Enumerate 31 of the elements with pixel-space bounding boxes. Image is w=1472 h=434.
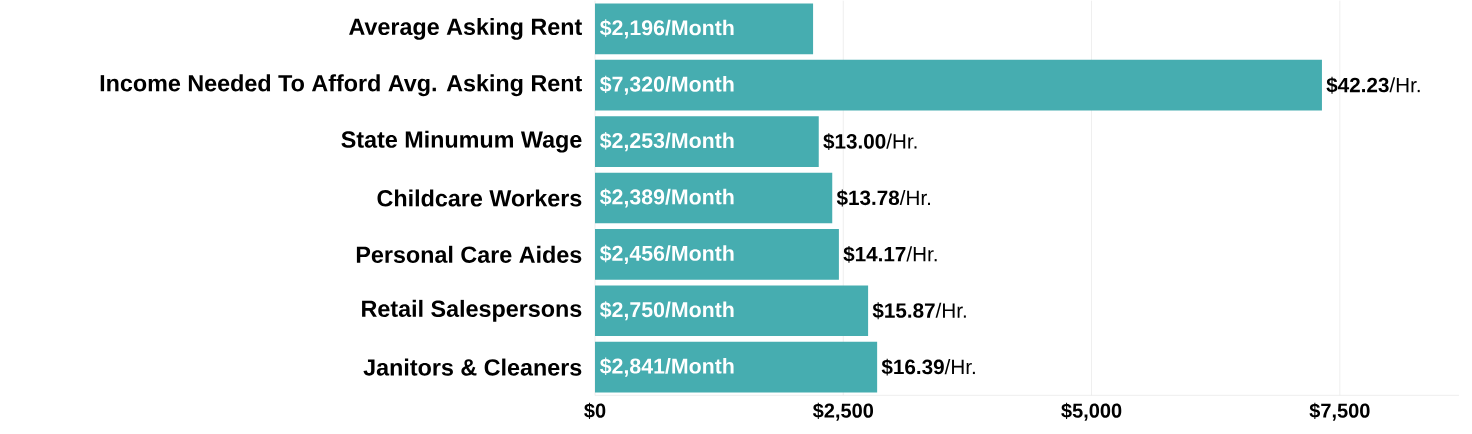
data-label: $2,841/Month bbox=[599, 357, 734, 377]
annotation: $13.78/Hr. bbox=[836, 189, 930, 207]
y-tick-label: Income Needed To Afford Avg. Asking Rent bbox=[100, 74, 582, 97]
y-tick-label: Retail Salespersons bbox=[362, 299, 582, 322]
x-tick-label: $0 bbox=[584, 402, 606, 420]
y-tick-label: Average Asking Rent bbox=[349, 17, 582, 40]
annotation: $42.23/Hr. bbox=[1326, 76, 1420, 94]
data-label: $2,750/Month bbox=[599, 301, 734, 321]
data-label: $7,320/Month bbox=[599, 75, 734, 95]
bar bbox=[595, 285, 869, 337]
data-label: $2,196/Month bbox=[599, 19, 734, 39]
x-tick-label: $7,500 bbox=[1309, 402, 1370, 421]
bar bbox=[595, 59, 1322, 111]
annotation: $14.17/Hr. bbox=[843, 245, 937, 263]
data-label: $2,253/Month bbox=[599, 132, 734, 152]
data-label: $2,389/Month bbox=[599, 188, 734, 208]
bar bbox=[595, 229, 839, 280]
annotation: $15.87/Hr. bbox=[872, 302, 966, 320]
y-tick-label: Janitors & Cleaners bbox=[363, 358, 582, 376]
y-tick-label: Childcare Workers bbox=[377, 189, 582, 207]
annotation: $16.39/Hr. bbox=[881, 358, 975, 376]
bar bbox=[595, 341, 878, 393]
annotation: $13.00/Hr. bbox=[823, 133, 917, 151]
x-tick-label: $5,000 bbox=[1061, 402, 1122, 421]
x-tick-label: $2,500 bbox=[812, 402, 874, 421]
bar bbox=[595, 3, 814, 55]
bar bbox=[595, 172, 833, 224]
y-tick-label: Personal Care Aides bbox=[356, 245, 582, 263]
y-tick-label: State Minumum Wage bbox=[341, 130, 582, 153]
data-label: $2,456/Month bbox=[599, 244, 734, 264]
bar bbox=[595, 116, 819, 167]
